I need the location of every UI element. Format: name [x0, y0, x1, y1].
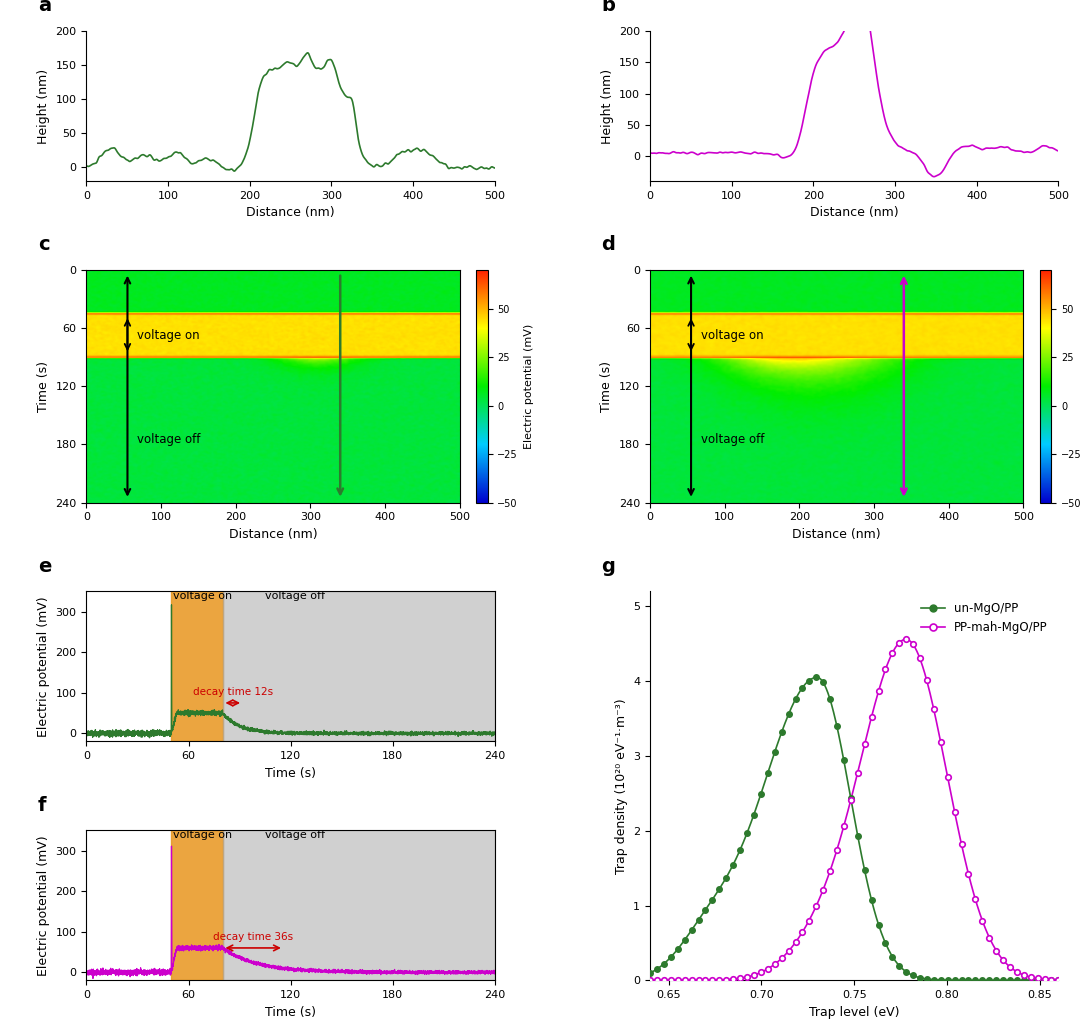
Bar — [172, 831, 222, 980]
Y-axis label: Time (s): Time (s) — [600, 361, 613, 412]
Y-axis label: Time (s): Time (s) — [37, 361, 50, 412]
Bar — [222, 831, 495, 980]
Y-axis label: Electric potential (mV): Electric potential (mV) — [37, 596, 50, 737]
X-axis label: Distance (nm): Distance (nm) — [793, 527, 881, 541]
Y-axis label: Trap density (10²⁰ eV⁻¹·m⁻³): Trap density (10²⁰ eV⁻¹·m⁻³) — [615, 698, 627, 874]
Y-axis label: Height (nm): Height (nm) — [600, 68, 613, 143]
Y-axis label: Electric potential (mV): Electric potential (mV) — [524, 324, 534, 449]
X-axis label: Distance (nm): Distance (nm) — [229, 527, 318, 541]
Text: voltage off: voltage off — [265, 591, 325, 602]
Text: voltage off: voltage off — [701, 433, 765, 446]
X-axis label: Time (s): Time (s) — [265, 767, 316, 780]
Text: decay time 12s: decay time 12s — [192, 687, 273, 697]
Text: voltage off: voltage off — [265, 831, 325, 840]
Y-axis label: Height (nm): Height (nm) — [37, 68, 50, 143]
Y-axis label: Electric potential (mV): Electric potential (mV) — [37, 835, 50, 975]
Text: voltage on: voltage on — [701, 329, 764, 343]
X-axis label: Distance (nm): Distance (nm) — [810, 206, 899, 220]
X-axis label: Trap level (eV): Trap level (eV) — [809, 1005, 900, 1019]
Text: voltage on: voltage on — [137, 329, 200, 343]
Text: d: d — [602, 235, 616, 255]
Bar — [222, 591, 495, 741]
Text: b: b — [602, 0, 616, 15]
Text: voltage on: voltage on — [173, 831, 232, 840]
X-axis label: Distance (nm): Distance (nm) — [246, 206, 335, 220]
Text: decay time 36s: decay time 36s — [213, 932, 294, 942]
Text: voltage on: voltage on — [173, 591, 232, 602]
Legend: un-MgO/PP, PP-mah-MgO/PP: un-MgO/PP, PP-mah-MgO/PP — [916, 598, 1053, 639]
Text: e: e — [38, 557, 51, 576]
X-axis label: Time (s): Time (s) — [265, 1005, 316, 1019]
Bar — [172, 591, 222, 741]
Text: f: f — [38, 796, 46, 815]
Text: c: c — [38, 235, 50, 255]
Text: voltage off: voltage off — [137, 433, 201, 446]
Text: a: a — [38, 0, 51, 15]
Text: g: g — [602, 557, 616, 576]
